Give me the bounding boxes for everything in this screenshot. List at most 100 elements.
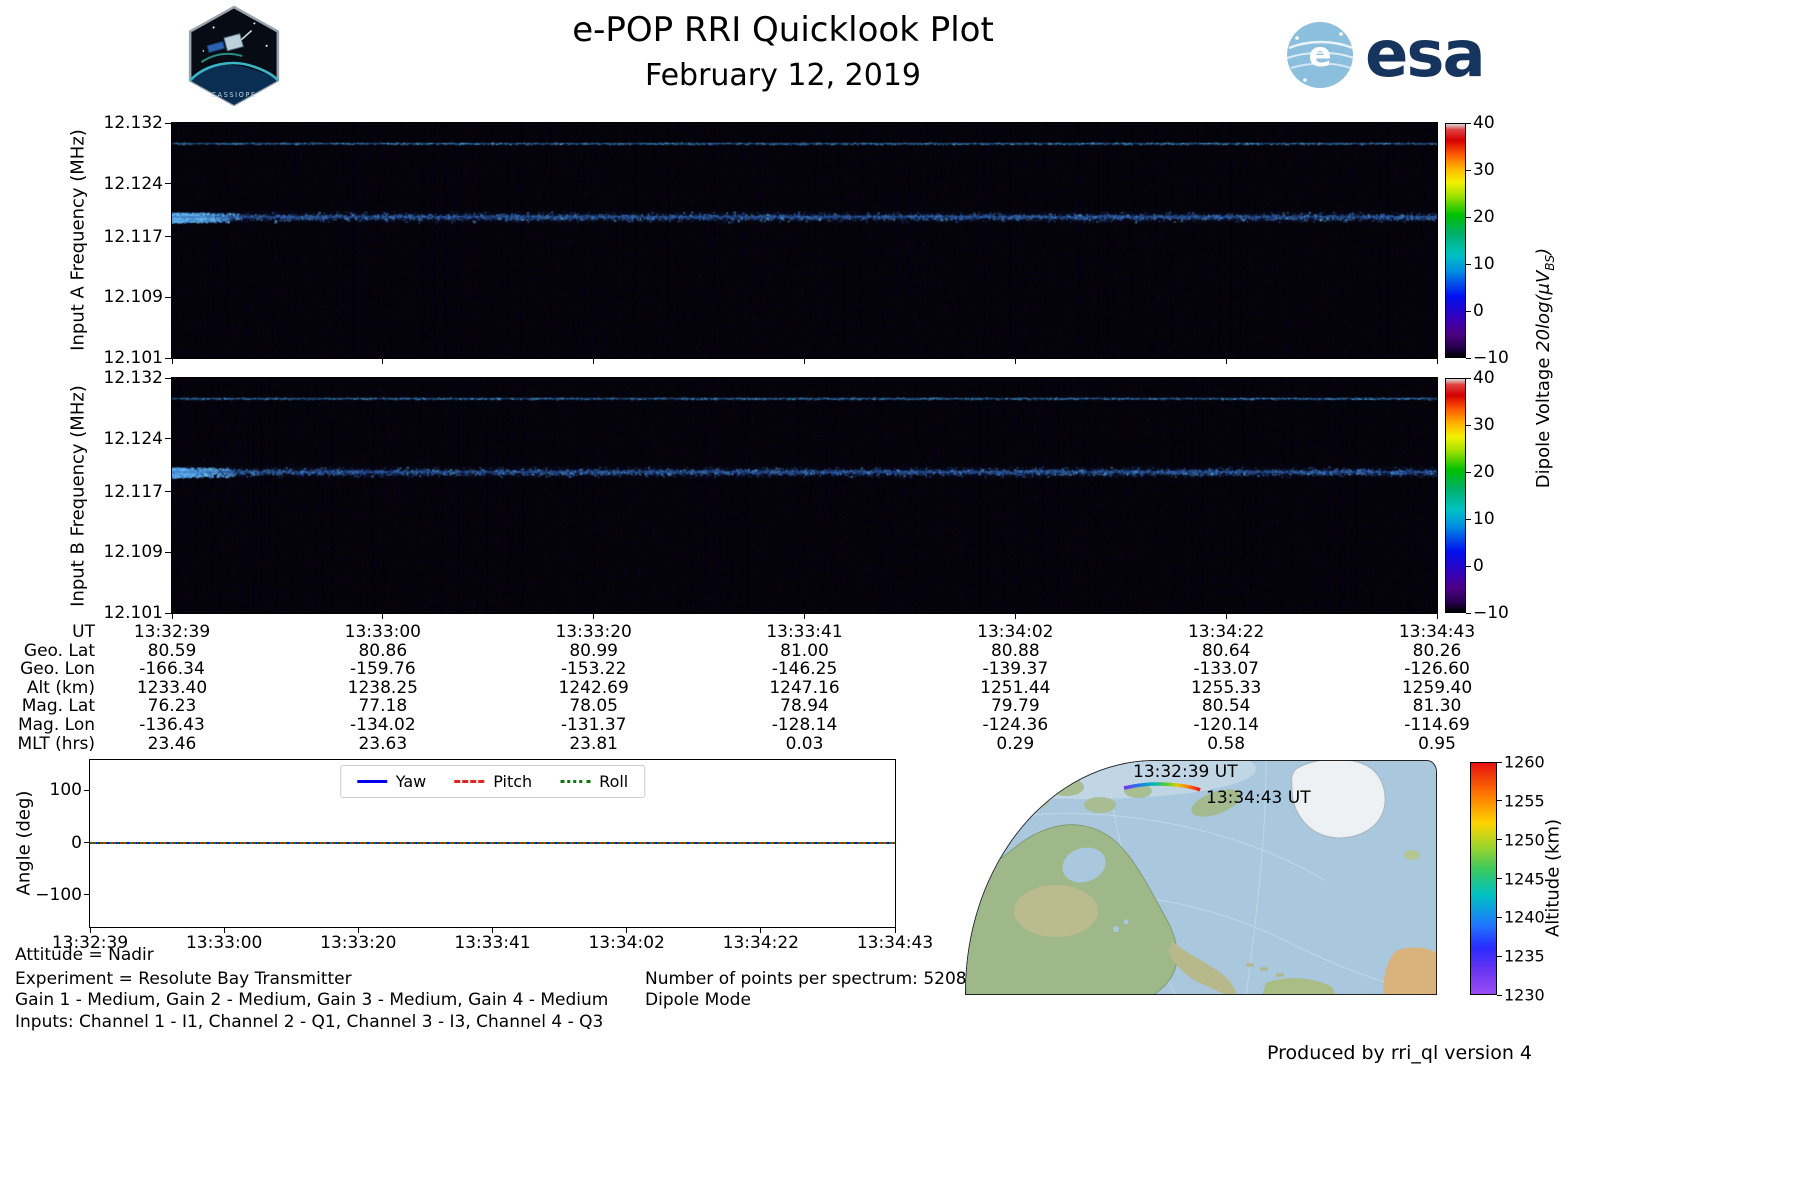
dipole-colorbar-tickmark [1466,377,1471,379]
ephemeris-row-label: Geo. Lat [23,640,95,661]
spectrogram-a-ytick: 12.101 [103,348,163,368]
africa-landmass [1383,947,1436,994]
ephemeris-cell: 81.30 [1412,696,1462,717]
dipole-colorbar-b [1445,378,1466,613]
spectrogram-b-xtickmark [1436,614,1438,619]
attitude-xtick: 13:33:41 [454,933,531,953]
gain-note: Gain 1 - Medium, Gain 2 - Medium, Gain 3… [15,990,609,1010]
ephemeris-cell: 77.18 [358,696,408,717]
altitude-colorbar-tick: 1255 [1504,791,1545,811]
pitch-line-sample-icon [454,780,485,783]
altitude-colorbar-tick: 1250 [1504,830,1545,850]
ephemeris-cell: 79.79 [990,696,1040,717]
ephemeris-cell: 80.59 [147,640,197,661]
dipole-colorbar-tickmark [1466,518,1471,520]
attitude-xtickmark [223,928,225,933]
esa-logo: e esa [1283,18,1486,92]
spectrogram-b-ytick: 12.132 [103,368,163,388]
attitude-ytickmark [84,842,90,843]
esa-wordmark: esa [1365,18,1486,92]
dipole-colorbar-tickmark [1466,612,1471,614]
inputs-note: Inputs: Channel 1 - I1, Channel 2 - Q1, … [15,1012,604,1032]
ephemeris-cell: -136.43 [139,715,205,735]
ephemeris-cell: 13:34:22 [1187,622,1265,642]
dipole-colorbar-label-sub: BS [1542,254,1557,271]
spectrogram-b-ylabel: Input B Frequency (MHz) [67,385,89,607]
dipole-colorbar-tick: 30 [1473,160,1495,180]
spectrogram-a-canvas [172,123,1437,358]
attitude-xtickmark [626,928,628,933]
ephemeris-cell: 80.54 [1201,696,1251,717]
ephemeris-cell: -139.37 [982,659,1049,680]
dipole-colorbar-tick: −10 [1473,348,1509,368]
header: e-POP RRI Quicklook Plot February 12, 20… [0,10,1566,93]
altitude-colorbar-tickmark [1497,955,1502,957]
altitude-colorbar-tick: 1245 [1504,869,1545,888]
spectrogram-a-xtickmark [382,359,384,364]
attitude-plot: Yaw Pitch Roll [89,759,896,928]
attitude-ytick: 0 [71,832,82,853]
altitude-colorbar-tick: 1235 [1504,946,1545,966]
ephemeris-cell: -120.14 [1193,715,1259,735]
spectrogram-a-ytickmark [165,236,171,238]
dipole-colorbar-tick: 10 [1473,254,1495,274]
ephemeris-cell: 13:34:02 [977,622,1054,642]
attitude-xtick: 13:32:39 [51,933,129,953]
attitude-ytickmark [84,894,90,896]
dipole-colorbar-tickmark [1466,424,1471,426]
dipole-colorbar-tick: 0 [1473,556,1484,576]
spectrogram-a-xtickmark [171,359,173,364]
spectrogram-a-frame [171,122,1438,359]
dipole-colorbar-tick: 10 [1473,509,1495,529]
ephemeris-cell: 1251.44 [980,677,1051,698]
ephemeris-cell: 0.29 [996,733,1035,754]
ephemeris-cell: -128.14 [771,715,838,735]
experiment-note: Experiment = Resolute Bay Transmitter [15,969,352,989]
altitude-colorbar-tickmark [1497,878,1502,879]
dipole-colorbar-label: Dipole Voltage 20log(μVBS) [1533,248,1557,488]
ephemeris-cell: 1255.33 [1191,677,1262,698]
cassiope-logo-text: CASSIOPE [211,91,256,99]
altitude-colorbar-tick: 1260 [1504,752,1545,772]
spectrogram-a-xtickmark [593,359,595,364]
spectrogram-a-ytick: 12.124 [103,173,163,194]
ephemeris-cell: 80.99 [569,640,618,661]
legend-label-roll: Roll [599,772,629,791]
dipole-colorbar-tickmark [1466,169,1471,171]
spectrogram-b-ytick: 12.101 [103,603,163,623]
ephemeris-row-label: Geo. Lon [20,659,95,680]
spectrogram-b-xtickmark [171,614,173,619]
attitude-legend: Yaw Pitch Roll [339,765,646,798]
altitude-colorbar-tickmark [1497,800,1502,802]
spectrogram-b-xtickmark [593,614,595,619]
ephemeris-cell: 0.58 [1207,733,1246,754]
spectrogram-a-ytickmark [165,357,171,359]
attitude-xtickmark [492,928,493,933]
spectrogram-a-ytick: 12.132 [103,113,163,133]
altitude-colorbar-tickmark [1497,916,1502,918]
dipole-colorbar-tick: 30 [1473,415,1495,435]
spectrogram-b-ytick: 12.117 [103,481,163,502]
spectrogram-b-ytickmark [165,491,171,493]
ephemeris-cell: -126.60 [1404,659,1470,680]
dipole-colorbar-tick: −10 [1473,603,1509,623]
dipole-colorbar-tickmark [1466,471,1471,473]
attitude-xtickmark [760,928,762,933]
spectrogram-a-ytickmark [165,296,171,298]
spectrogram-b-ytickmark [165,612,171,614]
attitude-xtickmark [357,928,359,933]
ephemeris-cell: 76.23 [147,696,197,717]
ephemeris-cell: 80.88 [990,640,1040,661]
ephemeris-cell: 0.03 [785,733,824,754]
legend-label-yaw: Yaw [395,772,427,791]
attitude-xtickmark [894,928,896,933]
ephemeris-cell: -131.37 [560,715,627,735]
altitude-colorbar [1470,762,1497,995]
dipole-colorbar-label-pre: Dipole Voltage [1533,351,1555,489]
esa-emblem-letter: e [1308,35,1331,75]
ephemeris-cell: 1238.25 [347,677,418,698]
ephemeris-cell: 80.26 [1412,640,1462,661]
spectrogram-b-xtickmark [1014,614,1016,619]
ground-track-map [965,760,1437,995]
dipole-mode-note: Dipole Mode [645,990,751,1010]
